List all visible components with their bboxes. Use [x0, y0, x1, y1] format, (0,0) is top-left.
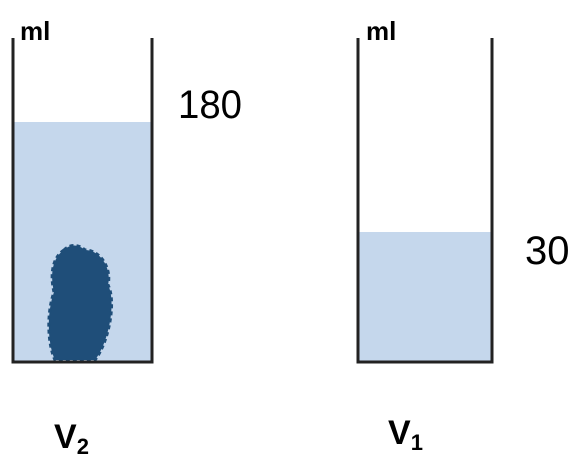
- unit-label: ml: [366, 16, 396, 46]
- volume-reading: 180: [178, 83, 242, 127]
- beaker-right: ml 30 V1: [358, 16, 570, 455]
- volume-label: V1: [388, 414, 423, 455]
- object: [49, 246, 112, 361]
- label-main: V: [54, 418, 77, 456]
- liquid: [359, 232, 492, 362]
- diagram: ml 180 V2 ml 30 V1: [0, 0, 586, 461]
- label-subscript: 2: [77, 434, 89, 459]
- unit-label: ml: [20, 16, 50, 46]
- volume-reading: 30: [525, 229, 570, 273]
- label-main: V: [388, 414, 411, 452]
- beaker-left: ml 180 V2: [13, 16, 242, 459]
- page: ml 180 V2 ml 30 V1 (() => { const data =…: [0, 0, 586, 461]
- label-subscript: 1: [411, 430, 423, 455]
- volume-label: V2: [54, 418, 89, 459]
